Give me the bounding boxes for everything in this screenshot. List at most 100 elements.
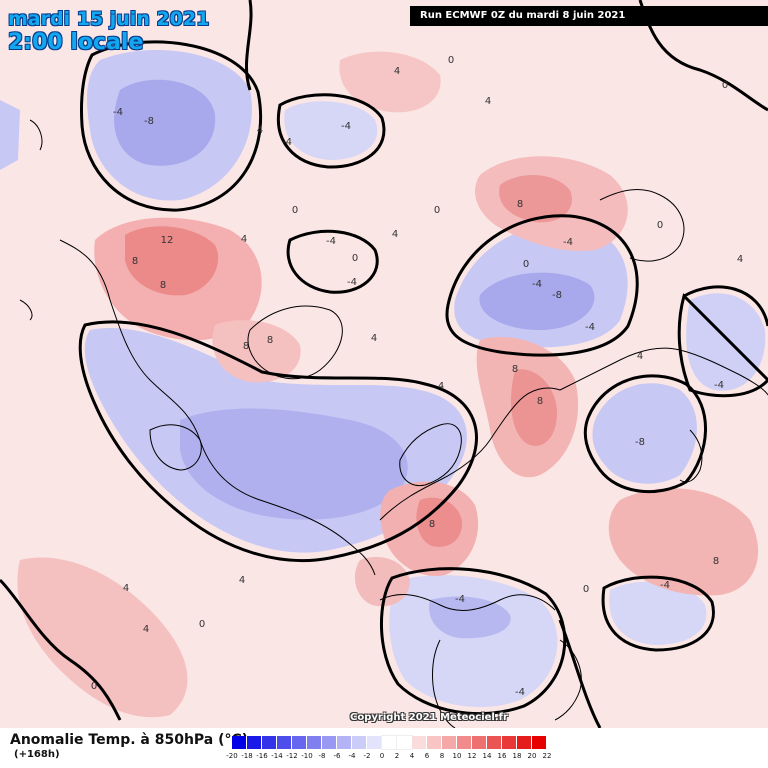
cold-area-north-pacific-core <box>114 79 216 166</box>
contour-value-label: 8 <box>713 556 719 567</box>
cold-area-himalaya <box>609 581 707 645</box>
scale-swatch <box>337 736 352 749</box>
zero-contour-pacific <box>80 40 263 212</box>
scale-swatch <box>247 736 262 749</box>
scale-tick-label: 2 <box>394 752 400 760</box>
contour-value-label: -8 <box>144 116 154 127</box>
contour-value-label: 12 <box>161 235 174 246</box>
scale-tick-label: -20 <box>226 752 238 760</box>
contour-value-label: -8 <box>552 290 562 301</box>
contour-value-label: 0 <box>434 205 440 216</box>
zero-contour-arctic-small <box>277 93 386 169</box>
scale-tick-label: -18 <box>241 752 253 760</box>
scale-swatch <box>381 735 398 750</box>
scale-tick-label: -12 <box>286 752 298 760</box>
scale-tick-label: -14 <box>271 752 283 760</box>
contour-labels: 12 8 8 8 8 8 8 8 8 8 -8 -8 -8 -4 -4 -4 -4 -4 -4 -4 -4 -4 -4 -4 -… <box>91 55 743 698</box>
zero-contour-siberia <box>445 214 639 357</box>
run-info-banner: Run ECMWF 0Z du mardi 8 juin 2021 <box>410 6 768 26</box>
zero-contour-atlantic-left <box>0 578 122 721</box>
scale-tick-label: 20 <box>527 752 537 760</box>
contour-value-label: 8 <box>512 364 518 375</box>
scale-tick-label: -16 <box>256 752 268 760</box>
zero-contour-top <box>245 0 253 91</box>
scale-tick-label: 10 <box>452 752 462 760</box>
zero-contours <box>0 0 768 728</box>
anomaly-map: 12 8 8 8 8 8 8 8 8 8 -8 -8 -8 -4 -4 -4 -4 -4 -4 -4 -4 -4 -4 -4 -… <box>0 0 768 728</box>
contour-value-label: -4 <box>455 594 465 605</box>
contour-value-label: -4 <box>341 121 351 132</box>
zero-contour-mediterranean <box>379 567 567 716</box>
scale-swatch <box>307 736 322 749</box>
contour-value-label: 8 <box>517 199 523 210</box>
contour-value-label: 4 <box>257 125 263 136</box>
color-scale-bar <box>232 735 547 750</box>
contour-value-label: 0 <box>448 55 454 66</box>
scale-swatch <box>292 736 307 749</box>
contour-value-label: -4 <box>347 277 357 288</box>
scale-swatch <box>472 736 487 749</box>
coastline-japan <box>679 429 703 483</box>
contour-value-label: 0 <box>91 681 97 692</box>
coastline-mediterranean <box>379 594 556 611</box>
coastline-asia <box>559 347 768 396</box>
scale-tick-label: 16 <box>497 752 507 760</box>
scale-tick-label: 14 <box>482 752 492 760</box>
cold-area-east-asia <box>592 383 697 484</box>
contour-value-label: 4 <box>392 229 398 240</box>
coastline-europe <box>379 387 561 521</box>
contour-value-label: 4 <box>241 234 247 245</box>
contour-value-label: -4 <box>515 687 525 698</box>
contour-value-label: -4 <box>326 236 336 247</box>
contour-value-label: 8 <box>132 256 138 267</box>
cold-area-siberia-core <box>479 272 595 330</box>
contour-value-label: -4 <box>113 107 123 118</box>
scale-tick-label: 0 <box>379 752 385 760</box>
cold-area-mediterranean-core <box>429 596 511 639</box>
zero-contour-bottom-right <box>558 619 602 728</box>
warm-area-central-asia <box>608 488 759 596</box>
forecast-date: mardi 15 juin 2021 <box>8 8 210 30</box>
scale-tick-label: -6 <box>333 752 341 760</box>
scale-swatch <box>367 736 382 749</box>
scale-tick-label: 4 <box>409 752 415 760</box>
contour-value-label: 0 <box>722 80 728 91</box>
warm-area-europe-core <box>416 497 463 547</box>
zero-contour-pacific-east <box>677 285 768 398</box>
cold-area-left-edge <box>0 100 20 170</box>
scale-tick-label: -10 <box>301 752 313 760</box>
copyright-text: Copyright 2021 Meteociel.fr <box>350 712 508 723</box>
warm-anomaly-areas <box>17 51 759 718</box>
scale-swatch <box>322 736 337 749</box>
contour-value-label: 4 <box>737 254 743 265</box>
color-scale-labels: -20 -18 -16 -14 -12 -10 -8 -6 -4 -2 0 2 4 6 8 10 12 14 16 1… <box>226 752 562 764</box>
warm-area-pacific-top <box>339 51 441 113</box>
contour-value-label: 0 <box>523 259 529 270</box>
contour-value-label: -8 <box>635 437 645 448</box>
contour-value-label: 4 <box>438 381 444 392</box>
scale-swatch <box>396 735 413 750</box>
coastline-greenland <box>247 305 343 380</box>
zero-contour-canada <box>78 320 478 563</box>
contour-value-label: 8 <box>429 519 435 530</box>
scale-swatch <box>277 736 292 749</box>
contour-value-label: 4 <box>394 66 400 77</box>
contour-value-label: -4 <box>714 380 724 391</box>
scale-tick-label: -8 <box>318 752 326 760</box>
scale-tick-label: 12 <box>467 752 477 760</box>
contour-value-label: 8 <box>537 396 543 407</box>
contour-value-label: -4 <box>660 580 670 591</box>
scale-tick-label: 6 <box>424 752 430 760</box>
coastline-arabia <box>554 639 582 721</box>
contour-value-label: 8 <box>160 280 166 291</box>
contour-value-label: -4 <box>563 237 573 248</box>
contour-value-label: -4 <box>585 322 595 333</box>
contour-value-label: 4 <box>485 96 491 107</box>
coastlines <box>19 119 768 728</box>
zero-contour-east-asia <box>583 374 707 494</box>
contour-value-label: 4 <box>239 575 245 586</box>
scale-swatch <box>442 736 457 749</box>
contour-value-label: 4 <box>123 583 129 594</box>
warm-area-atlantic <box>17 557 188 718</box>
